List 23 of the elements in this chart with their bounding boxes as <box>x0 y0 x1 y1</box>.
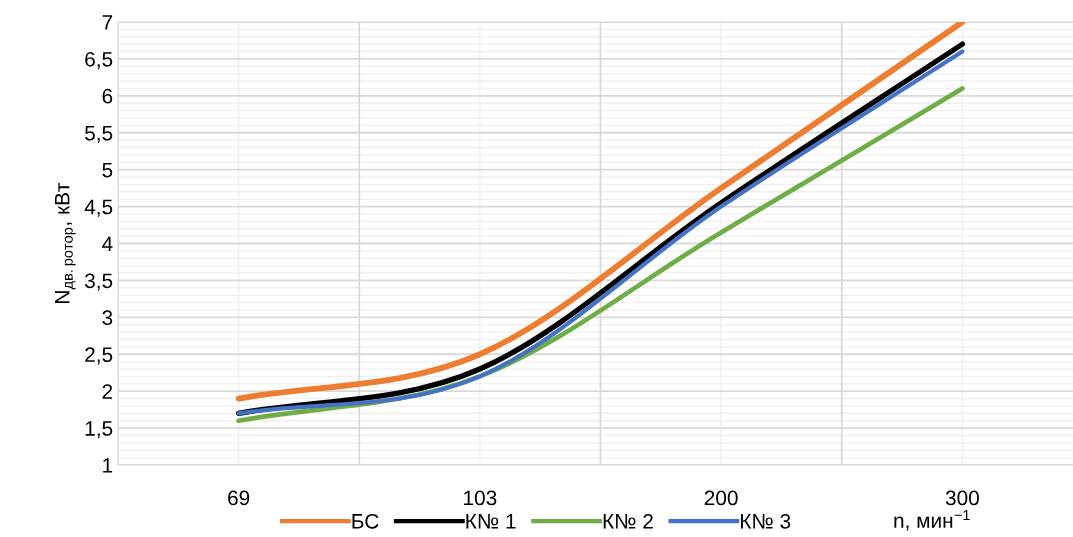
x-tick-label: 200 <box>704 490 738 506</box>
x-axis-title: n, мин$^{−1}$ <box>894 510 970 531</box>
y-axis-title: N$_{дв.ротор}$, кВт <box>55 182 76 303</box>
legend-label: К№ 1 <box>466 514 516 529</box>
y-tick-label: 5 <box>102 162 113 178</box>
legend-label: БС <box>352 513 379 529</box>
y-tick-label: 1,5 <box>85 421 113 439</box>
legend-label: К№ 3 <box>740 513 791 529</box>
y-tick-label: 2 <box>102 384 113 399</box>
y-tick-label: 3 <box>102 310 113 326</box>
x-tick-label: 300 <box>945 490 979 506</box>
y-tick-label: 6,5 <box>85 51 113 70</box>
x-tick-label: 69 <box>228 490 250 506</box>
y-tick-label: 4 <box>102 236 113 252</box>
y-tick-label: 5,5 <box>85 125 113 143</box>
y-tick-label: 4,5 <box>84 199 113 217</box>
x-tick-label: 103 <box>464 490 497 506</box>
y-tick-label: 6 <box>102 88 113 104</box>
y-tick-label: 1 <box>103 458 113 473</box>
y-tick-label: 3,5 <box>84 273 113 291</box>
y-tick-label: 2,5 <box>85 347 113 365</box>
y-tick-label: 7 <box>102 15 113 30</box>
legend-label: К№ 2 <box>603 513 653 529</box>
